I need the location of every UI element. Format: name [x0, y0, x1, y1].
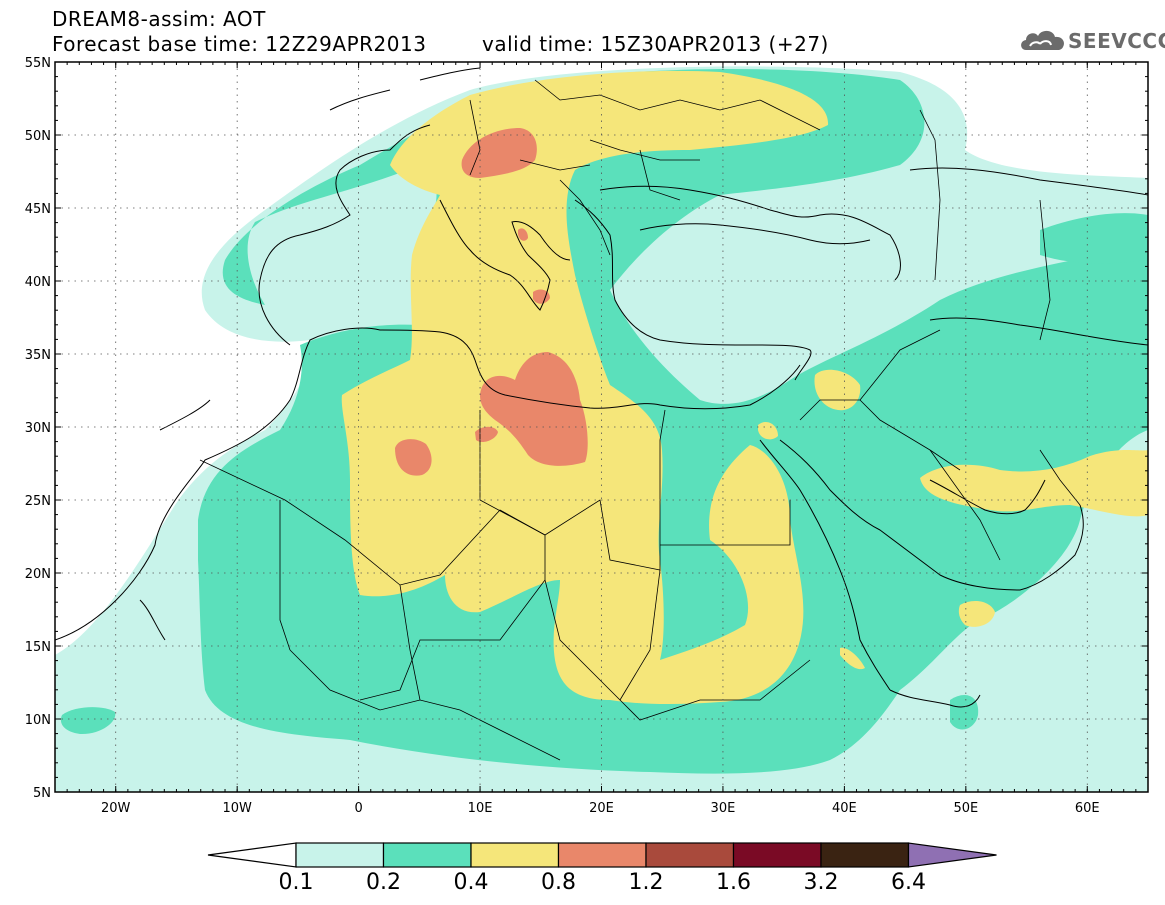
colorbar: 0.1 0.2 0.4 0.8 1.2 1.6 3.2 6.4	[207, 842, 997, 895]
colorbar-over-triangle	[907, 842, 997, 868]
lat-label: 45N	[25, 202, 51, 217]
colorbar-label: 6.4	[891, 870, 926, 895]
colorbar-label: 3.2	[804, 870, 839, 895]
colorbar-segment	[820, 842, 910, 868]
colorbar-under-triangle	[207, 842, 297, 868]
latitude-labels: 55N 50N 45N 40N 35N 30N 25N 20N 15N 10N 5N	[25, 56, 51, 801]
aot-band-0-4	[341, 70, 829, 705]
colorbar-segment	[470, 842, 560, 868]
lat-label: 55N	[25, 56, 51, 71]
lat-label: 35N	[25, 348, 51, 363]
lat-label: 50N	[25, 129, 51, 144]
aot-band-0-4-gulf-blob	[920, 450, 1148, 517]
longitude-labels: 20W 10W 0 10E 20E 30E 40E 50E 60E	[101, 801, 1100, 816]
aot-band-0-8-libya	[480, 352, 588, 466]
lon-label: 30E	[711, 801, 736, 816]
axis-ticks	[54, 61, 1149, 793]
aot-band-0-4-sinai-blob	[758, 422, 778, 440]
lon-label: 10W	[222, 801, 252, 816]
lon-label: 10E	[468, 801, 493, 816]
lat-label: 20N	[25, 567, 51, 582]
logo-text: SEEVCCC	[1068, 29, 1165, 53]
lat-label: 30N	[25, 421, 51, 436]
colorbar-segment	[645, 842, 735, 868]
colorbar-segment	[382, 842, 472, 868]
aot-field	[55, 62, 1148, 792]
aot-band-0-2-somalia-patch	[950, 695, 979, 730]
graticule	[55, 62, 1148, 792]
lon-label: 20E	[589, 801, 614, 816]
aot-band-0-2-east-patch	[1040, 213, 1148, 264]
aot-band-0-4-redsea-blob	[840, 647, 865, 670]
lon-label: 40E	[832, 801, 857, 816]
colorbar-segment	[557, 842, 647, 868]
product-title: DREAM8-assim: AOT	[52, 7, 266, 31]
coastlines	[55, 67, 1148, 708]
lat-label: 5N	[33, 786, 51, 801]
base-time: Forecast base time: 12Z29APR2013	[52, 32, 427, 56]
colorbar-label: 1.6	[716, 870, 751, 895]
colorbar-label: 0.4	[454, 870, 489, 895]
aot-band-0-8-adriatic	[518, 228, 528, 241]
colorbar-label: 0.2	[366, 870, 401, 895]
colorbar-label: 0.8	[541, 870, 576, 895]
aot-band-0-4-yemen-blob	[958, 600, 995, 627]
lat-label: 25N	[25, 494, 51, 509]
lon-label: 50E	[953, 801, 978, 816]
lat-label: 15N	[25, 640, 51, 655]
country-borders	[199, 79, 1081, 761]
lon-label: 60E	[1075, 801, 1100, 816]
aot-band-0-8-sicily	[533, 289, 550, 304]
lon-label: 0	[354, 801, 362, 816]
forecast-times: Forecast base time: 12Z29APR2013 valid ti…	[52, 32, 828, 56]
colorbar-label: 0.1	[279, 870, 314, 895]
colorbar-segment	[295, 842, 385, 868]
aot-band-0-8-algeria	[395, 439, 432, 476]
valid-time: valid time: 15Z30APR2013 (+27)	[482, 32, 829, 56]
lat-label: 10N	[25, 713, 51, 728]
lat-label: 40N	[25, 275, 51, 290]
colorbar-label: 1.2	[629, 870, 664, 895]
seevccc-logo: SEEVCCC	[1018, 24, 1165, 56]
lon-label: 20W	[101, 801, 131, 816]
aot-band-0-8-tunisia-south	[475, 426, 498, 443]
colorbar-segment	[732, 842, 822, 868]
aot-band-0-2-sw-blob	[60, 707, 116, 735]
cloud-icon	[1021, 30, 1065, 50]
